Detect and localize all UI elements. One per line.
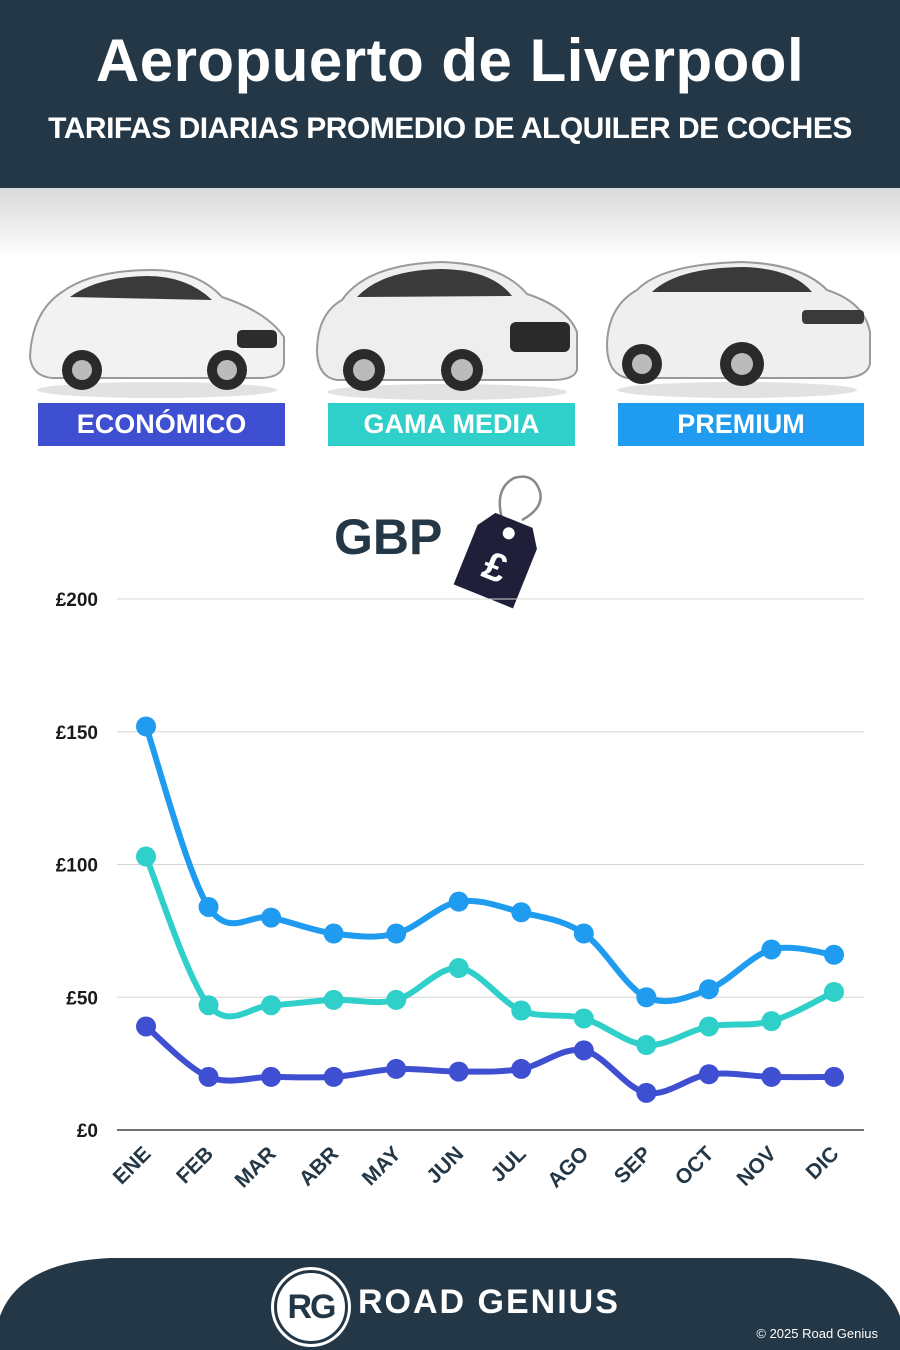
x-tick-label: MAR (231, 1142, 281, 1192)
data-point (323, 1066, 344, 1087)
data-point (511, 1058, 532, 1079)
x-tick-label: FEB (172, 1142, 218, 1188)
data-point (448, 891, 469, 912)
premium-suv-car-image (605, 260, 871, 398)
data-point (573, 1008, 594, 1029)
data-point (323, 923, 344, 944)
data-point (136, 1016, 156, 1037)
data-point (261, 1066, 282, 1087)
category-label-economico: ECONÓMICO (38, 403, 285, 446)
header-shadow (0, 188, 900, 258)
y-tick-label: £0 (77, 1121, 98, 1142)
y-tick-label: £50 (66, 988, 98, 1009)
data-point (198, 1066, 219, 1087)
data-point (698, 1064, 719, 1085)
hatchback-car-image (28, 268, 285, 398)
x-tick-label: MAY (358, 1142, 406, 1190)
data-point (448, 958, 469, 979)
header-banner: Aeropuerto de Liverpool TARIFAS DIARIAS … (0, 0, 900, 188)
data-point (261, 995, 282, 1016)
data-point (636, 1082, 657, 1103)
data-point (323, 989, 344, 1010)
data-point (761, 1011, 782, 1032)
data-point (824, 944, 844, 965)
data-point (824, 981, 844, 1002)
data-point (573, 923, 594, 944)
x-tick-label: JUN (422, 1142, 468, 1188)
y-tick-label: £100 (56, 856, 98, 877)
data-point (198, 995, 219, 1016)
x-tick-label: DIC (802, 1142, 844, 1184)
footer-banner (0, 1258, 900, 1350)
brand-name: ROAD GENIUS (358, 1283, 620, 1321)
x-tick-label: JUL (486, 1142, 530, 1186)
category-label-premium: PREMIUM (618, 403, 864, 446)
line-chart: £0 £50 £100 £150 £200 ENE FEB MAR ABR MAY JUN JUL A… (56, 590, 864, 1192)
data-point (386, 989, 407, 1010)
page-title: Aeropuerto de Liverpool (95, 27, 805, 94)
x-tick-label: SEP (610, 1142, 656, 1188)
x-tick-label: OCT (671, 1142, 719, 1190)
y-tick-label: £200 (56, 590, 98, 611)
data-point (636, 1035, 657, 1056)
data-point (698, 1016, 719, 1037)
data-point (511, 1000, 532, 1021)
data-point (136, 846, 156, 867)
data-point (386, 923, 407, 944)
category-label-gama-media: GAMA MEDIA (328, 403, 575, 446)
data-point (386, 1058, 407, 1079)
copyright-text: © 2025 Road Genius (756, 1326, 878, 1341)
x-tick-label: ABR (295, 1142, 343, 1190)
data-point (824, 1066, 844, 1087)
data-point (261, 907, 282, 928)
data-point (448, 1061, 469, 1082)
series-line (143, 1023, 837, 1097)
data-point (636, 987, 657, 1008)
data-point (136, 716, 156, 737)
price-tag-icon: £ (453, 475, 542, 609)
x-tick-label: NOV (733, 1142, 781, 1190)
data-point (761, 939, 782, 960)
road-genius-logo: RG (274, 1270, 348, 1344)
page-subtitle: TARIFAS DIARIAS PROMEDIO DE ALQUILER DE … (48, 112, 852, 145)
data-point (698, 979, 719, 1000)
x-tick-label: AGO (543, 1142, 593, 1192)
x-tick-label: ENE (109, 1142, 156, 1189)
y-tick-label: £150 (56, 723, 98, 744)
data-point (573, 1040, 594, 1061)
data-point (511, 902, 532, 923)
series-line (143, 853, 837, 1049)
data-point (761, 1066, 782, 1087)
suv-car-image (315, 260, 578, 400)
currency-label: GBP (334, 509, 443, 565)
series-line (143, 723, 837, 1005)
data-point (198, 896, 219, 917)
